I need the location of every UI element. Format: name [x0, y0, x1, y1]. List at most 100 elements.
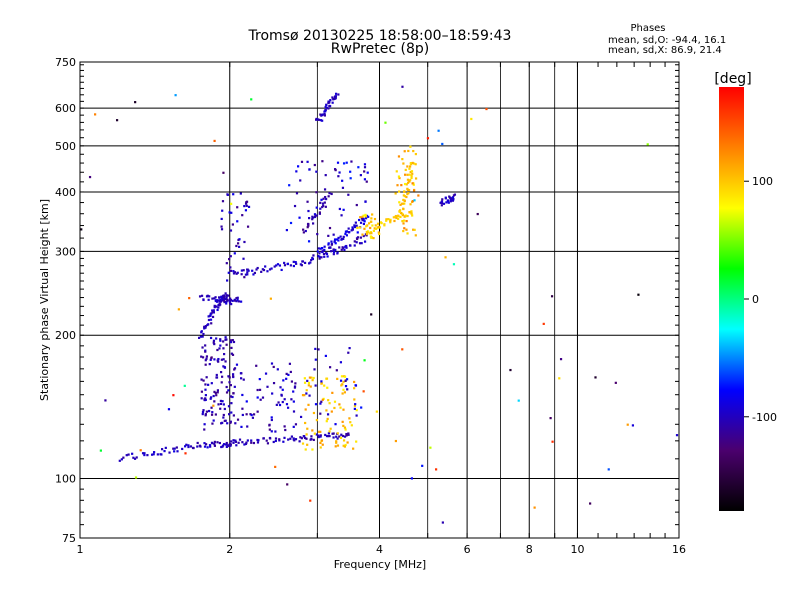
- echo-point: [337, 236, 340, 240]
- echo-point: [338, 403, 341, 406]
- echo-point: [235, 444, 238, 447]
- echo-point: [334, 169, 337, 172]
- echo-point: [313, 213, 317, 216]
- echo-point: [485, 107, 488, 111]
- echo-point: [626, 423, 629, 426]
- echo-point: [274, 430, 277, 433]
- echo-point: [156, 453, 159, 456]
- echo-point: [363, 359, 366, 362]
- echo-point: [237, 300, 241, 303]
- echo-point: [223, 294, 226, 298]
- echo-point: [340, 214, 343, 217]
- echo-point: [200, 390, 204, 393]
- echo-point: [389, 218, 392, 221]
- echo-point: [342, 380, 345, 383]
- echo-point: [167, 408, 171, 411]
- echo-point: [367, 222, 371, 225]
- echo-point: [204, 325, 207, 328]
- echo-point: [284, 428, 287, 432]
- echo-point: [397, 175, 401, 178]
- echo-point: [410, 477, 413, 480]
- echo-point: [213, 390, 216, 393]
- echo-point: [235, 244, 238, 248]
- echo-point: [300, 264, 303, 267]
- echo-point: [246, 273, 249, 276]
- echo-point: [270, 430, 273, 433]
- echo-point: [266, 385, 269, 388]
- echo-point: [240, 269, 244, 272]
- echo-point: [353, 387, 356, 390]
- echo-point: [366, 171, 369, 174]
- echo-point: [282, 440, 285, 443]
- echo-point: [203, 442, 206, 445]
- echo-point: [229, 297, 232, 300]
- echo-point: [210, 396, 213, 399]
- echo-point: [285, 372, 288, 375]
- echo-point: [232, 439, 235, 442]
- echo-point: [319, 434, 322, 437]
- echo-point: [318, 212, 321, 215]
- echo-point: [353, 244, 356, 247]
- echo-point: [353, 404, 357, 408]
- echo-point: [204, 350, 207, 353]
- echo-point: [368, 232, 371, 235]
- echo-point: [99, 449, 102, 452]
- echo-point: [328, 104, 331, 108]
- echo-point: [118, 459, 121, 462]
- echo-point: [408, 211, 411, 214]
- echo-point: [261, 396, 265, 399]
- echo-point: [327, 234, 330, 237]
- echo-point: [354, 403, 357, 406]
- echo-point: [270, 267, 273, 270]
- echo-point: [319, 430, 322, 433]
- echo-point: [209, 397, 212, 400]
- echo-point: [219, 344, 222, 347]
- echo-point: [558, 377, 561, 380]
- echo-point: [293, 204, 297, 208]
- echo-point: [234, 440, 238, 443]
- echo-point: [320, 198, 323, 201]
- echo-point: [392, 216, 395, 219]
- echo-point: [403, 190, 406, 194]
- echo-point: [311, 429, 314, 432]
- echo-point: [362, 390, 365, 393]
- echo-point: [389, 219, 392, 223]
- echo-point: [342, 208, 345, 211]
- echo-point: [373, 227, 376, 230]
- echo-point: [240, 377, 243, 380]
- echo-point: [225, 385, 228, 389]
- echo-point: [191, 446, 195, 450]
- echo-point: [212, 404, 215, 407]
- chart-title: Tromsø 20130225 18:58:00–18:59:43: [248, 28, 512, 44]
- echo-point: [305, 392, 308, 395]
- echo-point: [216, 348, 219, 352]
- echo-point: [160, 448, 164, 451]
- echo-point: [229, 299, 233, 302]
- echo-point: [406, 232, 409, 235]
- echo-point: [266, 270, 269, 273]
- echo-point: [127, 453, 130, 456]
- echo-point: [125, 454, 128, 457]
- echo-point: [239, 192, 242, 195]
- echo-point: [344, 385, 348, 388]
- echo-point: [338, 435, 341, 438]
- echo-point: [344, 379, 347, 382]
- echo-point: [224, 336, 227, 339]
- echo-point: [318, 252, 321, 255]
- echo-point: [336, 377, 339, 381]
- echo-point: [217, 360, 220, 363]
- echo-point: [355, 241, 358, 244]
- echo-point: [409, 203, 412, 206]
- echo-point: [356, 237, 359, 241]
- echo-point: [315, 170, 318, 173]
- echo-point: [336, 437, 339, 440]
- echo-point: [224, 297, 228, 300]
- echo-point: [272, 440, 275, 444]
- echo-point: [205, 357, 208, 360]
- echo-point: [402, 194, 405, 197]
- echo-point: [372, 229, 376, 232]
- echo-point: [340, 248, 343, 251]
- echo-point: [319, 207, 322, 210]
- echo-point: [215, 337, 218, 340]
- echo-point: [319, 119, 323, 122]
